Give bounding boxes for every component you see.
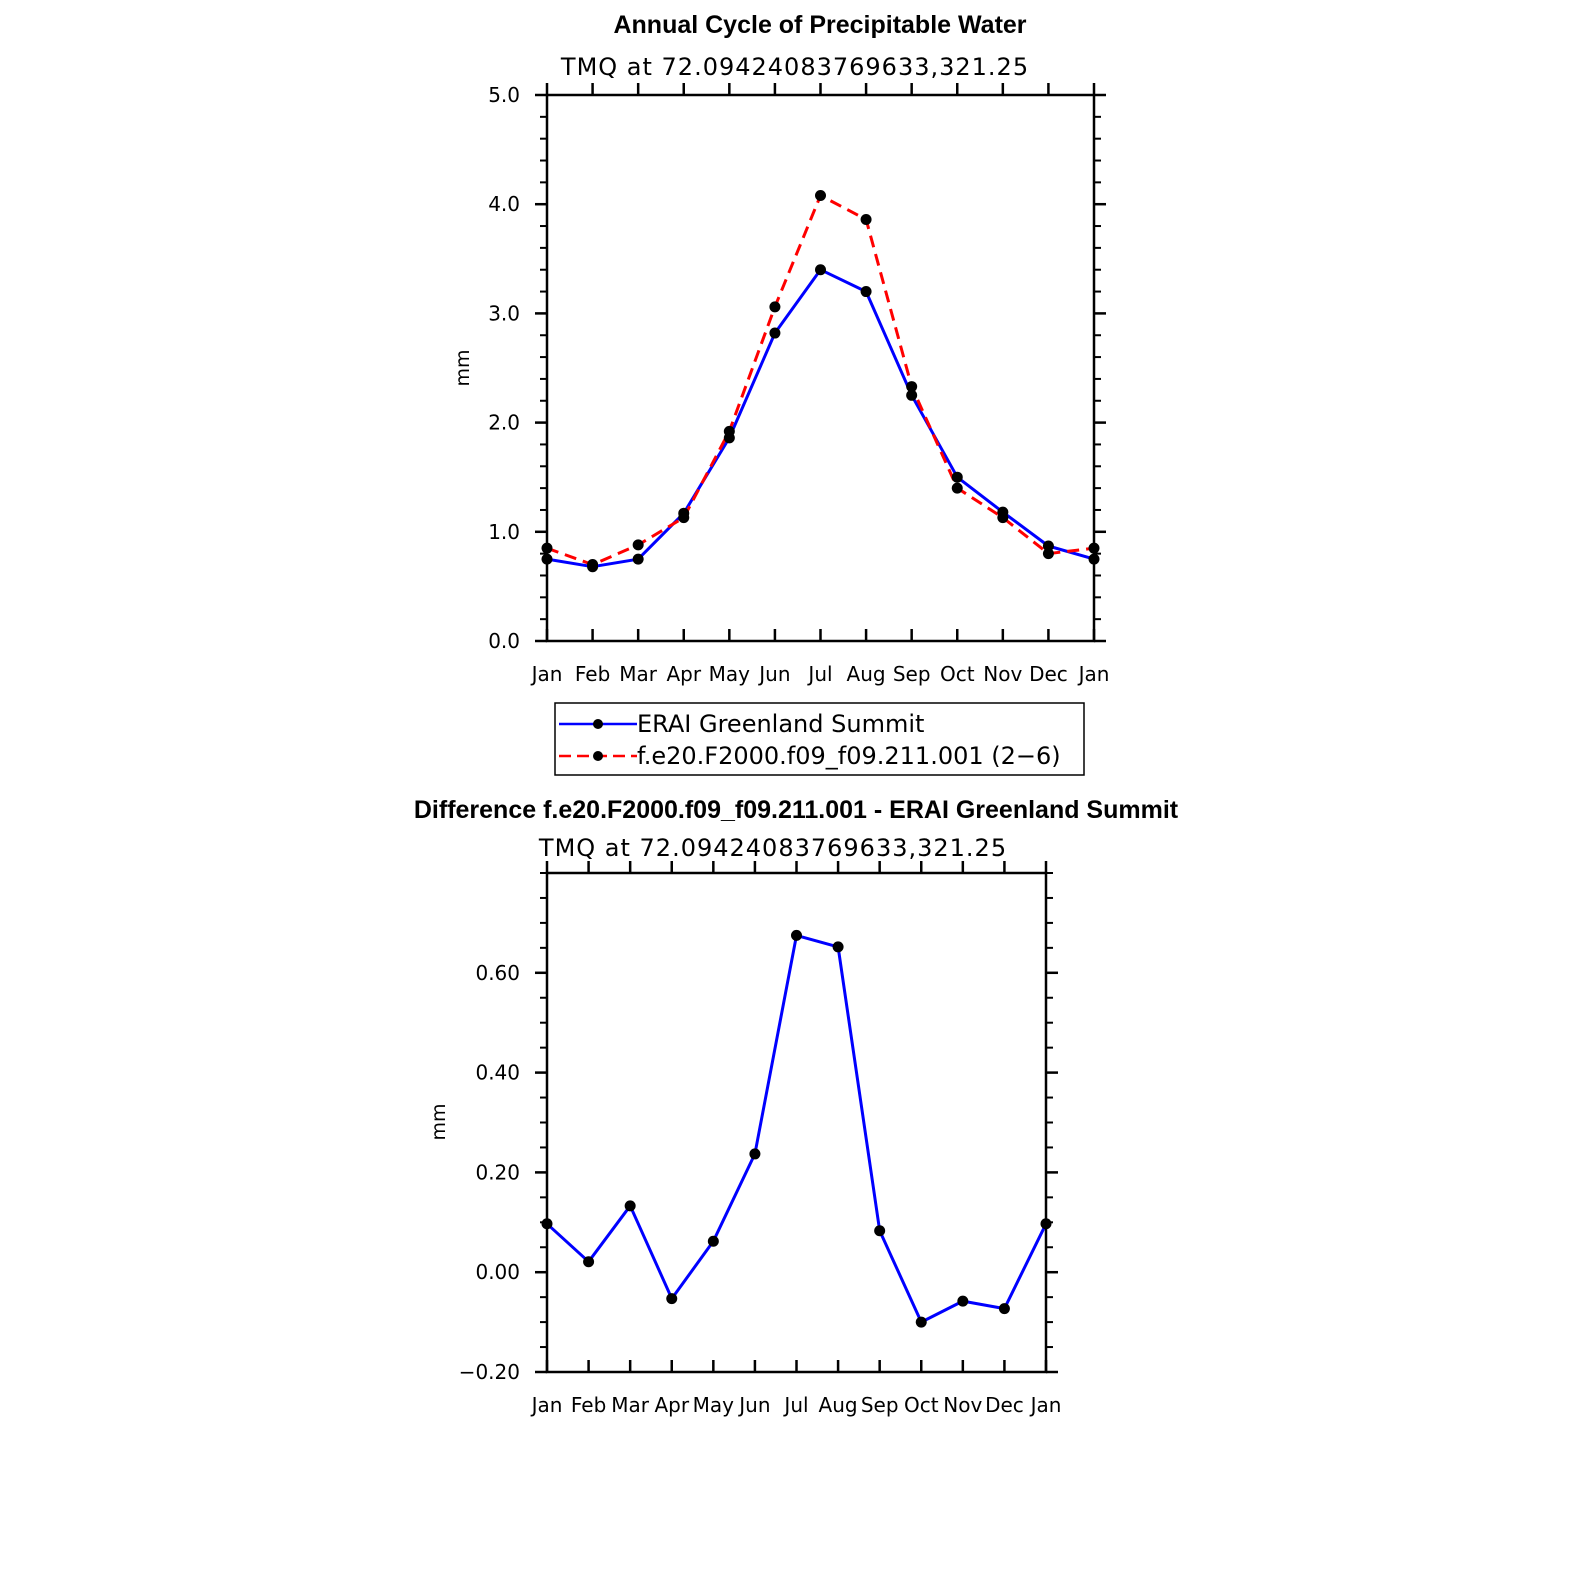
annual-cycle-chart: Annual Cycle of Precipitable Water TMQ a… [452,11,1110,776]
data-point [541,542,553,554]
x-tick-label: Feb [575,662,610,686]
chart-title: Difference f.e20.F2000.f09_f09.211.001 -… [414,796,1179,824]
y-tick-label: 3.0 [488,301,520,325]
y-axis-title: mm [452,349,474,386]
y-tick-label: 0.60 [475,961,520,985]
data-point [860,286,872,298]
data-point [707,1235,719,1247]
x-tick-label: Mar [611,1393,650,1417]
x-tick-label: Jan [1077,662,1110,686]
x-tick-label: May [693,1393,735,1417]
data-point [1042,548,1054,560]
plot-frame [545,93,1096,643]
x-tick-label: Jan [530,662,563,686]
chart-title: Annual Cycle of Precipitable Water [613,11,1026,39]
x-tick-label: Jul [782,1393,808,1417]
data-point [583,1256,595,1268]
y-tick-label: 1.0 [488,520,520,544]
series-line-1 [546,194,1095,567]
data-point [666,1293,678,1305]
x-tick-label: Nov [983,662,1022,686]
x-tick-label: Apr [666,662,701,686]
legend-label-model: f.e20.F2000.f09_f09.211.001 (2−6) [637,742,1061,770]
data-point [832,941,844,953]
x-tick-label: Jun [757,662,790,686]
data-point [769,301,781,313]
x-tick-label: Sep [861,1393,899,1417]
data-point [749,1148,761,1160]
x-tick-label: Sep [893,662,931,686]
data-point [723,425,735,437]
data-point [587,559,599,571]
data-point [541,1218,553,1230]
y-tick-label: 5.0 [488,83,520,107]
legend-box [554,702,1085,776]
series-line-0 [546,268,1095,569]
chart-subtitle: TMQ at 72.09424083769633,321.25 [538,834,1007,862]
data-point [957,1295,969,1307]
data-point [815,264,826,276]
data-point [815,189,826,201]
y-tick-label: 0.00 [475,1260,520,1284]
data-point [906,381,918,393]
data-point [906,389,918,401]
y-tick-label: 4.0 [488,192,520,216]
x-tick-label: Feb [571,1393,606,1417]
data-point [632,553,644,565]
data-point [860,213,872,225]
x-tick-label: Nov [943,1393,982,1417]
data-point [769,327,781,339]
data-point [998,1303,1010,1315]
x-tick-label: Oct [940,662,975,686]
legend-marker-erai [593,719,603,729]
data-point [997,512,1009,524]
y-tick-label: 0.20 [475,1160,520,1184]
data-point [791,929,802,941]
data-point [632,539,644,551]
legend-marker-model [593,751,603,761]
data-point [951,471,963,483]
x-tick-label: Dec [985,1393,1024,1417]
series-line-0 [545,933,1048,1324]
y-axis-title: mm [428,1103,450,1140]
x-tick-label: Jul [806,662,832,686]
data-point [624,1200,636,1212]
y-tick-label: 0.0 [488,629,520,653]
y-tick-label: 0.40 [475,1061,520,1085]
data-point [1040,1218,1052,1230]
data-point [1088,542,1100,554]
x-tick-label: Apr [654,1393,689,1417]
data-point [915,1316,927,1328]
data-point [951,482,963,494]
x-tick-label: Oct [904,1393,939,1417]
x-tick-label: Jan [1029,1393,1062,1417]
x-tick-label: Jun [737,1393,770,1417]
legend: ERAI Greenland Summit f.e20.F2000.f09_f0… [554,702,1085,776]
x-tick-label: Aug [847,662,886,686]
data-point [1042,540,1054,552]
data-point [541,553,553,565]
y-tick-label: 2.0 [488,411,520,435]
legend-label-erai: ERAI Greenland Summit [637,710,924,738]
data-point [874,1225,886,1237]
x-tick-label: Dec [1029,662,1068,686]
difference-chart: Difference f.e20.F2000.f09_f09.211.001 -… [414,796,1179,1417]
x-tick-label: Mar [619,662,658,686]
x-tick-label: Jan [530,1393,563,1417]
x-tick-label: May [709,662,751,686]
plot-frame [545,871,1048,1374]
chart-subtitle: TMQ at 72.09424083769633,321.25 [560,53,1029,81]
x-tick-label: Aug [819,1393,858,1417]
data-point [678,512,690,524]
data-point [1088,553,1100,565]
y-tick-label: −0.20 [459,1360,520,1384]
